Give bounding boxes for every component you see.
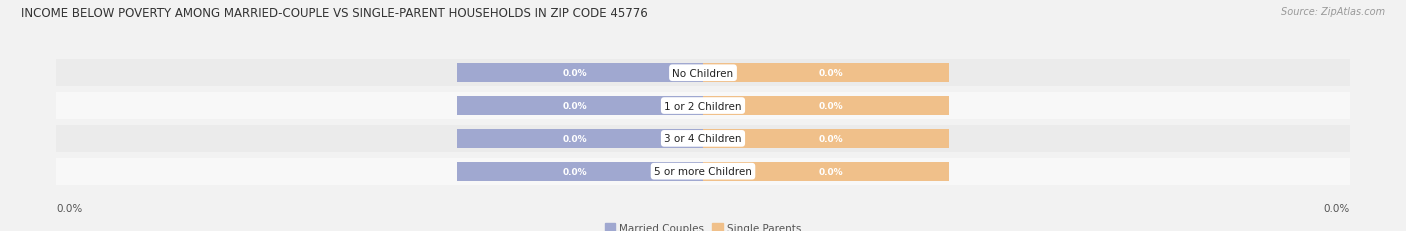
Text: No Children: No Children: [672, 68, 734, 78]
Text: 0.0%: 0.0%: [818, 102, 844, 111]
Bar: [457, 97, 703, 116]
Bar: [56, 158, 1350, 185]
Legend: Married Couples, Single Parents: Married Couples, Single Parents: [600, 219, 806, 231]
Text: 0.0%: 0.0%: [1323, 203, 1350, 213]
Text: Source: ZipAtlas.com: Source: ZipAtlas.com: [1281, 7, 1385, 17]
Bar: [56, 125, 1350, 152]
Bar: [703, 129, 949, 148]
Text: 0.0%: 0.0%: [818, 167, 844, 176]
Text: 0.0%: 0.0%: [56, 203, 83, 213]
Bar: [703, 64, 949, 83]
Text: 0.0%: 0.0%: [562, 134, 588, 143]
Text: 0.0%: 0.0%: [562, 102, 588, 111]
Text: 5 or more Children: 5 or more Children: [654, 167, 752, 176]
Bar: [457, 162, 703, 181]
Text: 1 or 2 Children: 1 or 2 Children: [664, 101, 742, 111]
Text: INCOME BELOW POVERTY AMONG MARRIED-COUPLE VS SINGLE-PARENT HOUSEHOLDS IN ZIP COD: INCOME BELOW POVERTY AMONG MARRIED-COUPL…: [21, 7, 648, 20]
Bar: [56, 60, 1350, 87]
Text: 0.0%: 0.0%: [818, 69, 844, 78]
Text: 3 or 4 Children: 3 or 4 Children: [664, 134, 742, 144]
Bar: [457, 129, 703, 148]
Bar: [703, 97, 949, 116]
Bar: [56, 93, 1350, 119]
Text: 0.0%: 0.0%: [562, 167, 588, 176]
Bar: [457, 64, 703, 83]
Text: 0.0%: 0.0%: [562, 69, 588, 78]
Text: 0.0%: 0.0%: [818, 134, 844, 143]
Bar: [703, 162, 949, 181]
